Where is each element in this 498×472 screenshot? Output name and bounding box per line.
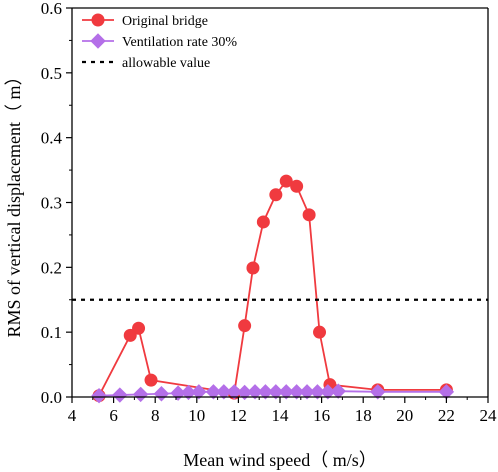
data-point <box>132 321 146 335</box>
data-point <box>112 387 128 403</box>
x-tick-label: 20 <box>396 406 413 425</box>
data-point <box>288 384 305 400</box>
x-tick-label: 6 <box>109 406 118 425</box>
legend-label: Original bridge <box>122 14 208 29</box>
x-tick-label: 16 <box>313 406 330 425</box>
y-axis-title: RMS of vertical displacement（ m） <box>4 68 24 338</box>
data-point <box>238 319 252 333</box>
legend-label: allowable value <box>122 56 210 71</box>
legend-label: Ventilation rate 30% <box>122 35 237 50</box>
data-point <box>205 384 222 400</box>
data-point <box>247 384 263 400</box>
y-tick-label: 0.6 <box>41 0 62 18</box>
data-point <box>279 174 293 188</box>
data-point <box>91 387 107 404</box>
data-point <box>299 384 315 400</box>
y-tick-label: 0.4 <box>41 129 63 148</box>
x-tick-label: 8 <box>151 406 160 425</box>
data-point <box>216 384 232 400</box>
x-tick-label: 14 <box>272 406 290 425</box>
y-tick-label: 0.5 <box>41 64 62 83</box>
series-line-0 <box>98 179 447 397</box>
x-tick-label: 22 <box>438 406 455 425</box>
series-markers <box>91 174 455 404</box>
data-point <box>226 384 242 400</box>
y-tick-label: 0.1 <box>41 323 62 342</box>
data-point <box>278 384 294 400</box>
legend: Original bridge Ventilation rate 30% allow… <box>82 13 237 71</box>
data-point <box>330 383 346 399</box>
data-point <box>132 386 149 403</box>
axes: 4 6 8 10 12 14 16 18 20 22 24 0.0 0.1 0.2 0.3 0.4 0.5 0.6 <box>41 0 497 425</box>
y-tick-label: 0.3 <box>41 194 62 213</box>
legend-marker <box>90 33 106 49</box>
data-point <box>256 215 270 229</box>
legend-marker <box>91 13 105 27</box>
data-point <box>191 384 207 400</box>
x-tick-label: 4 <box>68 406 77 425</box>
data-point <box>144 373 158 387</box>
x-tick-label: 12 <box>230 406 247 425</box>
data-point <box>246 261 260 275</box>
x-axis-title: Mean wind speed（ m/s） <box>183 450 376 470</box>
data-point <box>302 208 316 222</box>
data-point <box>268 384 284 400</box>
y-tick-label: 0.2 <box>41 258 62 277</box>
data-point <box>153 386 170 402</box>
x-tick-label: 24 <box>480 406 498 425</box>
data-point <box>123 328 137 342</box>
x-tick-label: 10 <box>188 406 205 425</box>
series-lines <box>72 179 488 397</box>
y-tick-label: 0.0 <box>41 388 62 407</box>
data-point <box>269 188 283 202</box>
data-point <box>370 384 386 400</box>
data-point <box>257 384 274 400</box>
data-point <box>313 325 327 339</box>
data-point <box>309 384 326 400</box>
data-point <box>290 179 304 193</box>
x-tick-label: 18 <box>355 406 372 425</box>
